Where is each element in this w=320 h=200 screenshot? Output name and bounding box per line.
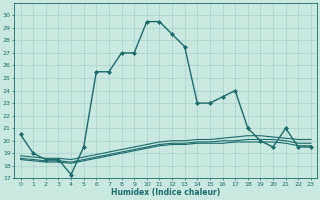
- X-axis label: Humidex (Indice chaleur): Humidex (Indice chaleur): [111, 188, 220, 197]
